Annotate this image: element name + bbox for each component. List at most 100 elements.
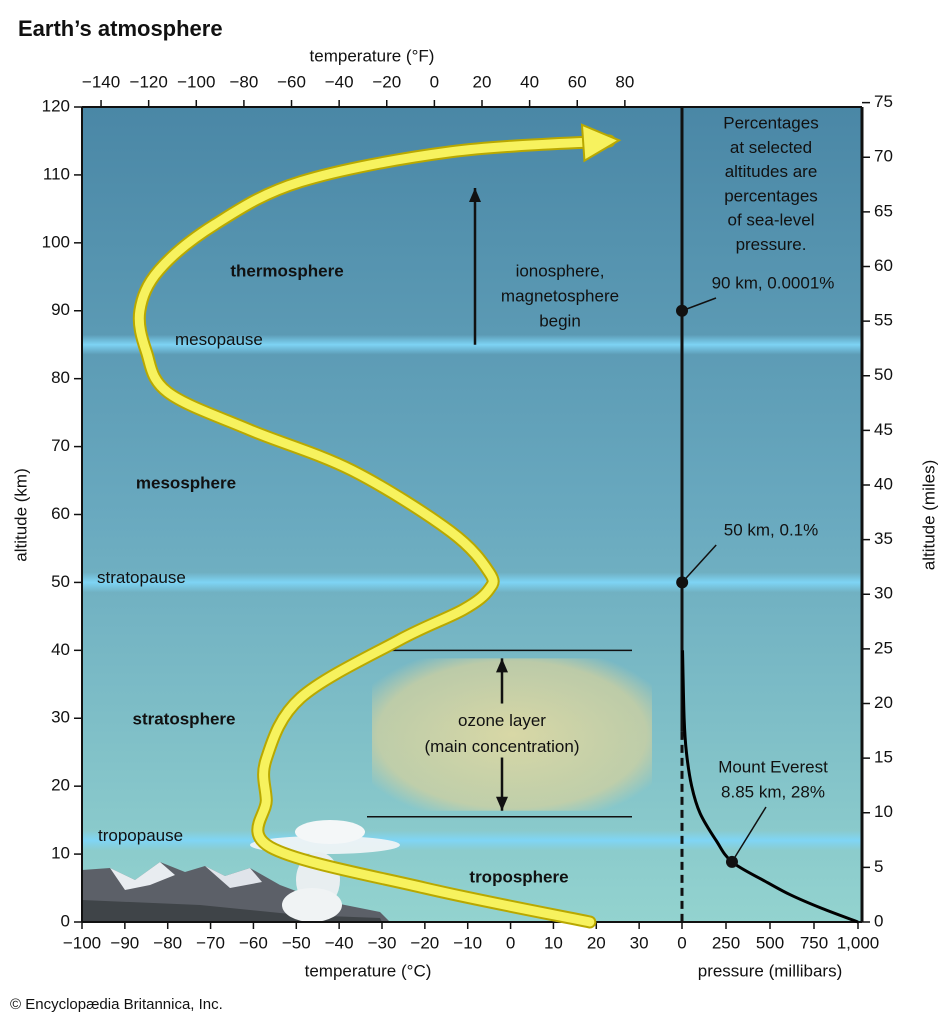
pressure-point xyxy=(676,576,689,589)
x-axis-title: temperature (°C) xyxy=(305,961,432,980)
y2-tick-label: 10 xyxy=(874,802,893,821)
pressure-tick-label: 250 xyxy=(712,933,740,952)
x2-tick-label: 40 xyxy=(520,72,539,91)
pressure-tick-label: 1,000 xyxy=(837,933,880,952)
scenery xyxy=(82,820,400,922)
y-tick-label: 10 xyxy=(51,844,70,863)
x2-tick-label: 60 xyxy=(568,72,587,91)
ozone-arrow-head xyxy=(496,658,508,673)
x-tick-label: −40 xyxy=(325,933,354,952)
ionosphere-label: magnetosphere xyxy=(501,286,619,305)
x2-tick-label: −60 xyxy=(277,72,306,91)
y-tick-label: 40 xyxy=(51,640,70,659)
x-tick-label: −60 xyxy=(239,933,268,952)
x-tick-label: −50 xyxy=(282,933,311,952)
x-tick-label: 30 xyxy=(630,933,649,952)
ionosphere-label: begin xyxy=(539,311,581,330)
layer-label: troposphere xyxy=(469,867,568,886)
pressure-tick-label: 500 xyxy=(756,933,784,952)
pressure-point xyxy=(725,855,738,868)
ionosphere-arrow-head xyxy=(469,188,481,202)
leader-line xyxy=(681,544,717,583)
temperature-curve xyxy=(134,136,614,927)
pressure-point-label: 8.85 km, 28% xyxy=(721,782,825,801)
x2-tick-label: −100 xyxy=(177,72,215,91)
y2-tick-label: 40 xyxy=(874,474,893,493)
boundary-label: mesopause xyxy=(175,330,263,349)
x2-tick-label: −20 xyxy=(372,72,401,91)
x-tick-label: −20 xyxy=(410,933,439,952)
y2-axis-title: altitude (miles) xyxy=(919,460,938,571)
y-tick-label: 120 xyxy=(42,96,70,115)
x-tick-label: 0 xyxy=(506,933,515,952)
pressure-point-label: Mount Everest xyxy=(718,757,828,776)
x-tick-label: −30 xyxy=(368,933,397,952)
y2-tick-label: 60 xyxy=(874,256,893,275)
pressure-note: Percentages xyxy=(723,113,818,132)
x-tick-label: −100 xyxy=(63,933,101,952)
credit: © Encyclopædia Britannica, Inc. xyxy=(10,996,223,1013)
boundary-label: stratopause xyxy=(97,568,186,587)
y-tick-label: 70 xyxy=(51,436,70,455)
x-tick-label: −70 xyxy=(196,933,225,952)
ozone-arrow-head xyxy=(496,796,508,811)
boundary-band xyxy=(82,572,862,593)
boundary-band xyxy=(82,334,862,355)
x-tick-label: −80 xyxy=(153,933,182,952)
pressure-note: of sea-level xyxy=(728,211,815,230)
pressure-point xyxy=(676,304,689,317)
leader-line xyxy=(731,806,767,863)
y2-tick-label: 35 xyxy=(874,529,893,548)
layer-label: mesosphere xyxy=(136,473,236,492)
y-tick-label: 30 xyxy=(51,708,70,727)
x2-tick-label: −120 xyxy=(130,72,168,91)
pressure-tick-label: 750 xyxy=(800,933,828,952)
pressure-note: percentages xyxy=(724,186,818,205)
ozone-label: ozone layer xyxy=(458,711,546,730)
x2-tick-label: −140 xyxy=(82,72,120,91)
x2-tick-label: 20 xyxy=(473,72,492,91)
layer-label: thermosphere xyxy=(230,261,343,280)
y2-tick-label: 15 xyxy=(874,748,893,767)
y2-tick-label: 45 xyxy=(874,420,893,439)
pressure-point-label: 50 km, 0.1% xyxy=(724,520,819,539)
y-tick-label: 100 xyxy=(42,232,70,251)
leader-line xyxy=(681,297,717,312)
pressure-curve xyxy=(681,650,859,924)
x-tick-label: −10 xyxy=(453,933,482,952)
y2-tick-label: 75 xyxy=(874,92,893,111)
ozone-region xyxy=(372,658,652,811)
x2-tick-label: −40 xyxy=(325,72,354,91)
y-tick-label: 60 xyxy=(51,504,70,523)
y-tick-label: 20 xyxy=(51,776,70,795)
y-axis-title: altitude (km) xyxy=(11,468,30,562)
x2-tick-label: −80 xyxy=(229,72,258,91)
ionosphere-label: ionosphere, xyxy=(516,261,605,280)
layer-label: stratosphere xyxy=(133,709,236,728)
y2-tick-label: 0 xyxy=(874,911,883,930)
y2-tick-label: 70 xyxy=(874,147,893,166)
ozone-label: (main concentration) xyxy=(425,737,580,756)
y-tick-label: 80 xyxy=(51,368,70,387)
pressure-note: pressure. xyxy=(736,235,807,254)
y2-tick-label: 25 xyxy=(874,638,893,657)
x-tick-label: −90 xyxy=(110,933,139,952)
pressure-tick-label: 0 xyxy=(677,933,686,952)
x-tick-label: 20 xyxy=(587,933,606,952)
x2-tick-label: 80 xyxy=(615,72,634,91)
pressure-axis-title: pressure (millibars) xyxy=(698,961,843,980)
y-tick-label: 90 xyxy=(51,300,70,319)
temperature-arrowhead xyxy=(580,123,622,163)
x-tick-label: 10 xyxy=(544,933,563,952)
pressure-note: altitudes are xyxy=(725,162,818,181)
y2-tick-label: 50 xyxy=(874,365,893,384)
x2-tick-label: 0 xyxy=(430,72,439,91)
y-tick-label: 110 xyxy=(43,164,70,183)
boundary-label: tropopause xyxy=(98,826,183,845)
pressure-point-label: 90 km, 0.0001% xyxy=(712,273,835,292)
y-tick-label: 0 xyxy=(61,911,70,930)
y2-tick-label: 5 xyxy=(874,857,883,876)
y2-tick-label: 30 xyxy=(874,584,893,603)
x2-axis-title: temperature (°F) xyxy=(310,46,435,65)
